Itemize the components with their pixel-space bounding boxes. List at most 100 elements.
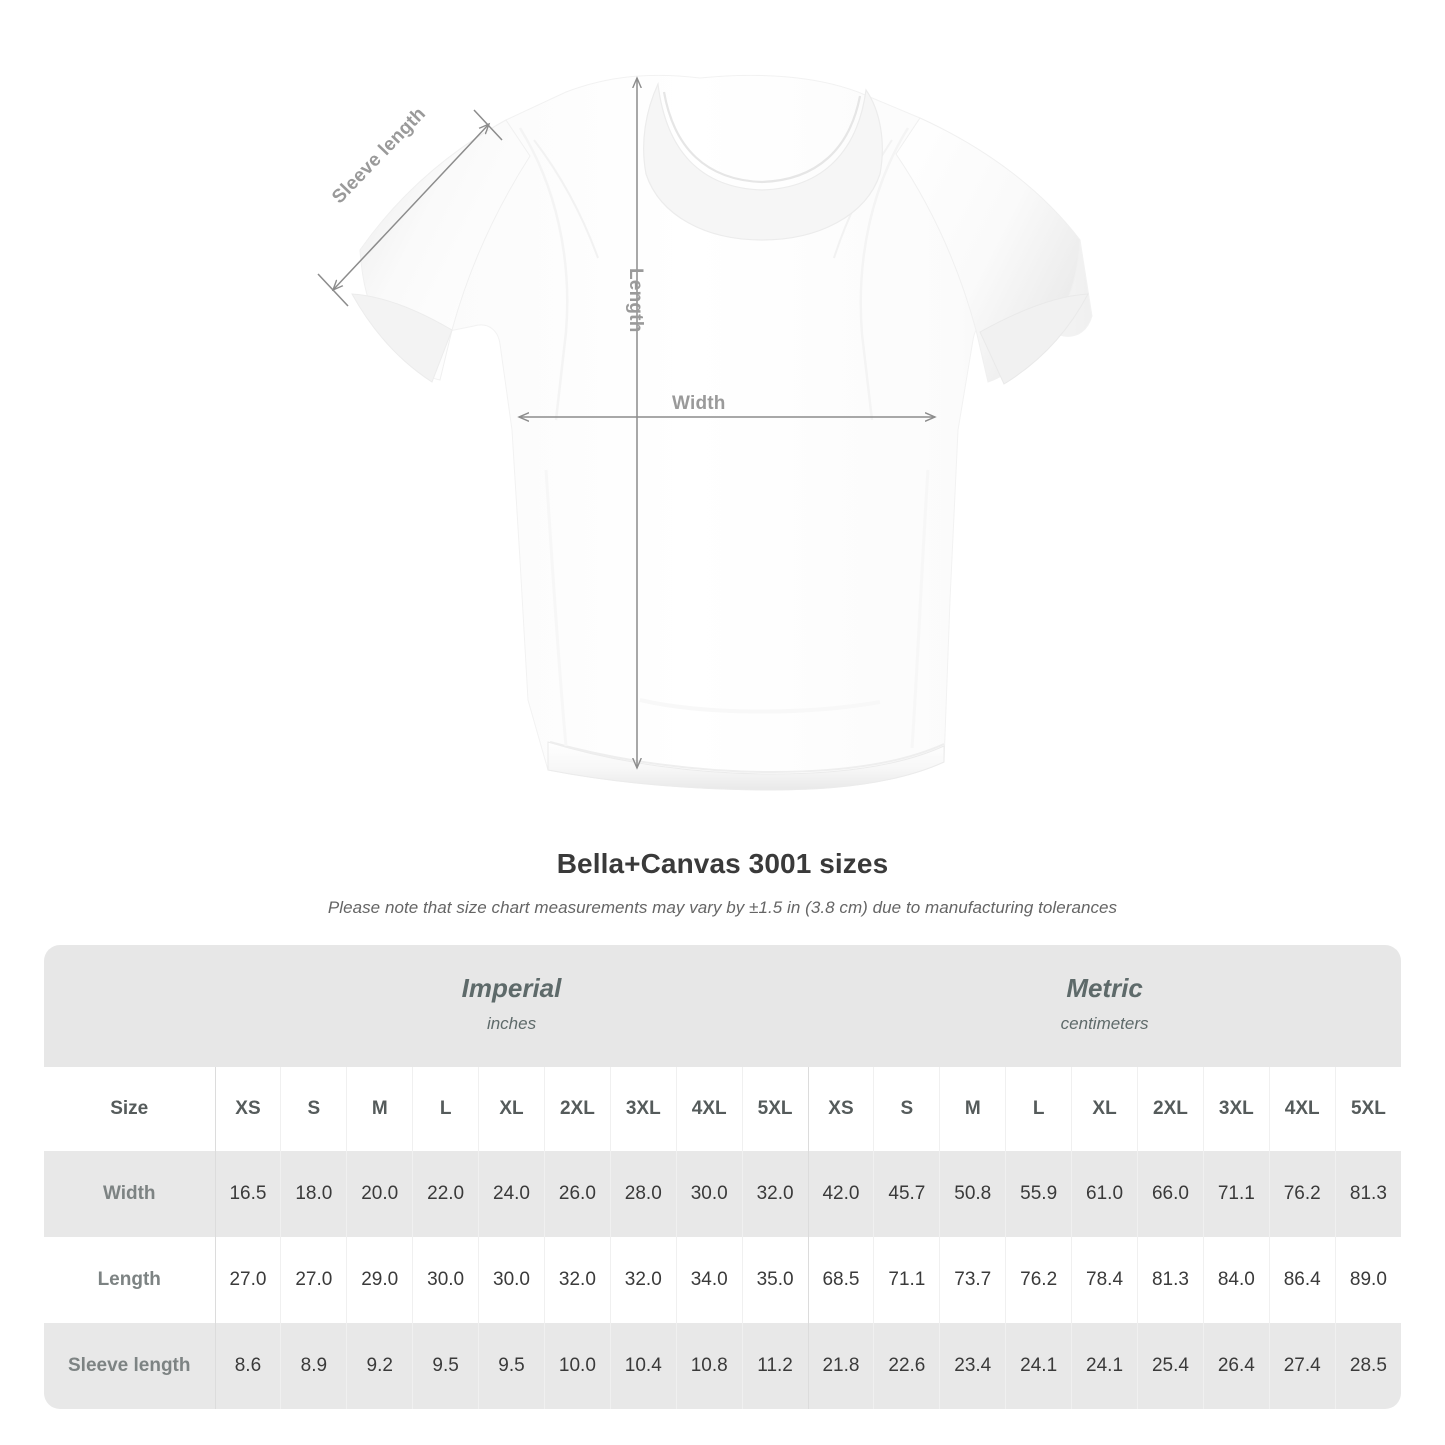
- size-header-metric-5xl: 5XL: [1334, 1067, 1401, 1151]
- imperial-unit-header: Imperial inches: [215, 945, 809, 1067]
- metric-unit-header: Metric centimeters: [808, 945, 1401, 1067]
- cell-length-imperial-5xl: 35.0: [741, 1237, 809, 1323]
- cell-length-metric-xl: 78.4: [1071, 1237, 1138, 1323]
- size-header-metric-4xl: 4XL: [1268, 1067, 1336, 1151]
- imperial-unit-header-name: Imperial: [461, 973, 562, 1004]
- cell-width-metric-xs: 42.0: [807, 1151, 874, 1237]
- size-header-metric-xs: XS: [807, 1067, 874, 1151]
- cell-width-metric-2xl: 66.0: [1136, 1151, 1204, 1237]
- size-header-row: Size XS S M L XL 2XL 3XL 4XL 5XL XS S M L XL 2XL 3XL 4XL 5…: [44, 1067, 1401, 1151]
- cell-length-imperial-m: 29.0: [346, 1237, 413, 1323]
- cell-width-imperial-5xl: 32.0: [741, 1151, 809, 1237]
- size-header-metric-m: M: [939, 1067, 1006, 1151]
- cell-length-imperial-xs: 27.0: [214, 1237, 281, 1323]
- size-header-metric-l: L: [1005, 1067, 1072, 1151]
- cell-sleeve-length-metric-xl: 24.1: [1071, 1323, 1138, 1409]
- metric-unit-header-sub: centimeters: [1060, 1014, 1149, 1034]
- size-header-imperial-l: L: [412, 1067, 479, 1151]
- cell-width-metric-m: 50.8: [939, 1151, 1006, 1237]
- cell-length-metric-m: 73.7: [939, 1237, 1006, 1323]
- cell-width-imperial-l: 22.0: [412, 1151, 479, 1237]
- size-header-imperial-4xl: 4XL: [675, 1067, 743, 1151]
- cell-sleeve-length-imperial-xl: 9.5: [478, 1323, 545, 1409]
- cell-sleeve-length-imperial-m: 9.2: [346, 1323, 413, 1409]
- cell-sleeve-length-imperial-s: 8.9: [280, 1323, 347, 1409]
- size-header-imperial-xs: XS: [214, 1067, 281, 1151]
- cell-width-metric-5xl: 81.3: [1334, 1151, 1401, 1237]
- unit-banner-row: Imperial inches Metric centimeters: [44, 945, 1401, 1067]
- tshirt-illustration: [317, 74, 1093, 791]
- table-row: Width 16.5 18.0 20.0 22.0 24.0 26.0 28.0 30.0 32.…: [44, 1151, 1401, 1237]
- cell-sleeve-length-metric-xs: 21.8: [807, 1323, 874, 1409]
- size-header-imperial-2xl: 2XL: [543, 1067, 611, 1151]
- cell-length-metric-3xl: 84.0: [1202, 1237, 1270, 1323]
- cell-width-imperial-xs: 16.5: [214, 1151, 281, 1237]
- cell-sleeve-length-imperial-2xl: 10.0: [543, 1323, 611, 1409]
- cell-length-imperial-l: 30.0: [412, 1237, 479, 1323]
- length-label: Length: [625, 268, 646, 333]
- cell-sleeve-length-imperial-5xl: 11.2: [741, 1323, 809, 1409]
- measurement-annotations: [317, 78, 935, 768]
- size-header-metric-2xl: 2XL: [1136, 1067, 1204, 1151]
- sleeve-tick-bottom: [317, 273, 349, 307]
- cell-length-metric-l: 76.2: [1005, 1237, 1072, 1323]
- imperial-unit-header-sub: inches: [486, 1014, 537, 1034]
- cell-sleeve-length-metric-2xl: 25.4: [1136, 1323, 1204, 1409]
- cell-sleeve-length-imperial-l: 9.5: [412, 1323, 479, 1409]
- cell-length-imperial-s: 27.0: [280, 1237, 347, 1323]
- cell-length-imperial-xl: 30.0: [478, 1237, 545, 1323]
- cell-length-metric-2xl: 81.3: [1136, 1237, 1204, 1323]
- table-row: Length 27.0 27.0 29.0 30.0 30.0 32.0 32.0 34.0 35…: [44, 1237, 1401, 1323]
- row-label-length: Length: [44, 1237, 215, 1323]
- cell-sleeve-length-metric-m: 23.4: [939, 1323, 1006, 1409]
- sleeve-tick-top: [473, 109, 503, 141]
- cell-width-metric-4xl: 76.2: [1268, 1151, 1336, 1237]
- shirt-body-shape: [351, 74, 1093, 791]
- cell-width-imperial-3xl: 28.0: [609, 1151, 677, 1237]
- cell-sleeve-length-imperial-4xl: 10.8: [675, 1323, 743, 1409]
- cell-width-imperial-2xl: 26.0: [543, 1151, 611, 1237]
- size-header-imperial-m: M: [346, 1067, 413, 1151]
- cell-width-metric-l: 55.9: [1005, 1151, 1072, 1237]
- metric-unit-header-name: Metric: [1066, 973, 1143, 1004]
- cell-width-metric-xl: 61.0: [1071, 1151, 1138, 1237]
- size-chart-table-container: Imperial inches Metric centimeters Size XS S M L…: [44, 945, 1401, 1409]
- table-row: Sleeve length 8.6 8.9 9.2 9.5 9.5 10.0 10.4 10.8…: [44, 1323, 1401, 1409]
- row-label-width: Width: [44, 1151, 215, 1237]
- cell-length-imperial-2xl: 32.0: [543, 1237, 611, 1323]
- cell-width-metric-s: 45.7: [873, 1151, 940, 1237]
- cell-length-imperial-4xl: 34.0: [675, 1237, 743, 1323]
- size-header-imperial-3xl: 3XL: [609, 1067, 677, 1151]
- size-header-imperial-5xl: 5XL: [741, 1067, 809, 1151]
- cell-sleeve-length-imperial-3xl: 10.4: [609, 1323, 677, 1409]
- title-block: Bella+Canvas 3001 sizes Please note that…: [0, 848, 1445, 918]
- cell-sleeve-length-imperial-xs: 8.6: [214, 1323, 281, 1409]
- cell-sleeve-length-metric-l: 24.1: [1005, 1323, 1072, 1409]
- size-header-imperial-xl: XL: [478, 1067, 545, 1151]
- cell-length-imperial-3xl: 32.0: [609, 1237, 677, 1323]
- size-header-imperial-s: S: [280, 1067, 347, 1151]
- page-title: Bella+Canvas 3001 sizes: [556, 848, 889, 879]
- cell-sleeve-length-metric-4xl: 27.4: [1268, 1323, 1336, 1409]
- cell-length-metric-s: 71.1: [873, 1237, 940, 1323]
- sleeve-arrow: [333, 124, 489, 290]
- cell-width-metric-3xl: 71.1: [1202, 1151, 1270, 1237]
- cell-width-imperial-m: 20.0: [346, 1151, 413, 1237]
- width-label: Width: [672, 393, 726, 414]
- tolerance-note: Please note that size chart measurements…: [327, 898, 1118, 917]
- cell-sleeve-length-metric-5xl: 28.5: [1334, 1323, 1401, 1409]
- unit-banner-spacer: [44, 945, 215, 1067]
- row-label-sleeve-length: Sleeve length: [44, 1323, 215, 1409]
- size-header-metric-xl: XL: [1071, 1067, 1138, 1151]
- cell-length-metric-xs: 68.5: [807, 1237, 874, 1323]
- cell-length-metric-5xl: 89.0: [1334, 1237, 1401, 1323]
- cell-width-imperial-xl: 24.0: [478, 1151, 545, 1237]
- cell-sleeve-length-metric-s: 22.6: [873, 1323, 940, 1409]
- cell-width-imperial-4xl: 30.0: [675, 1151, 743, 1237]
- cell-width-imperial-s: 18.0: [280, 1151, 347, 1237]
- tshirt-diagram: Sleeve length Length Width: [317, 74, 1093, 791]
- cell-length-metric-4xl: 86.4: [1268, 1237, 1336, 1323]
- size-chart-table: Imperial inches Metric centimeters Size XS S M L…: [44, 945, 1401, 1409]
- size-header-metric-s: S: [873, 1067, 940, 1151]
- cell-sleeve-length-metric-3xl: 26.4: [1202, 1323, 1270, 1409]
